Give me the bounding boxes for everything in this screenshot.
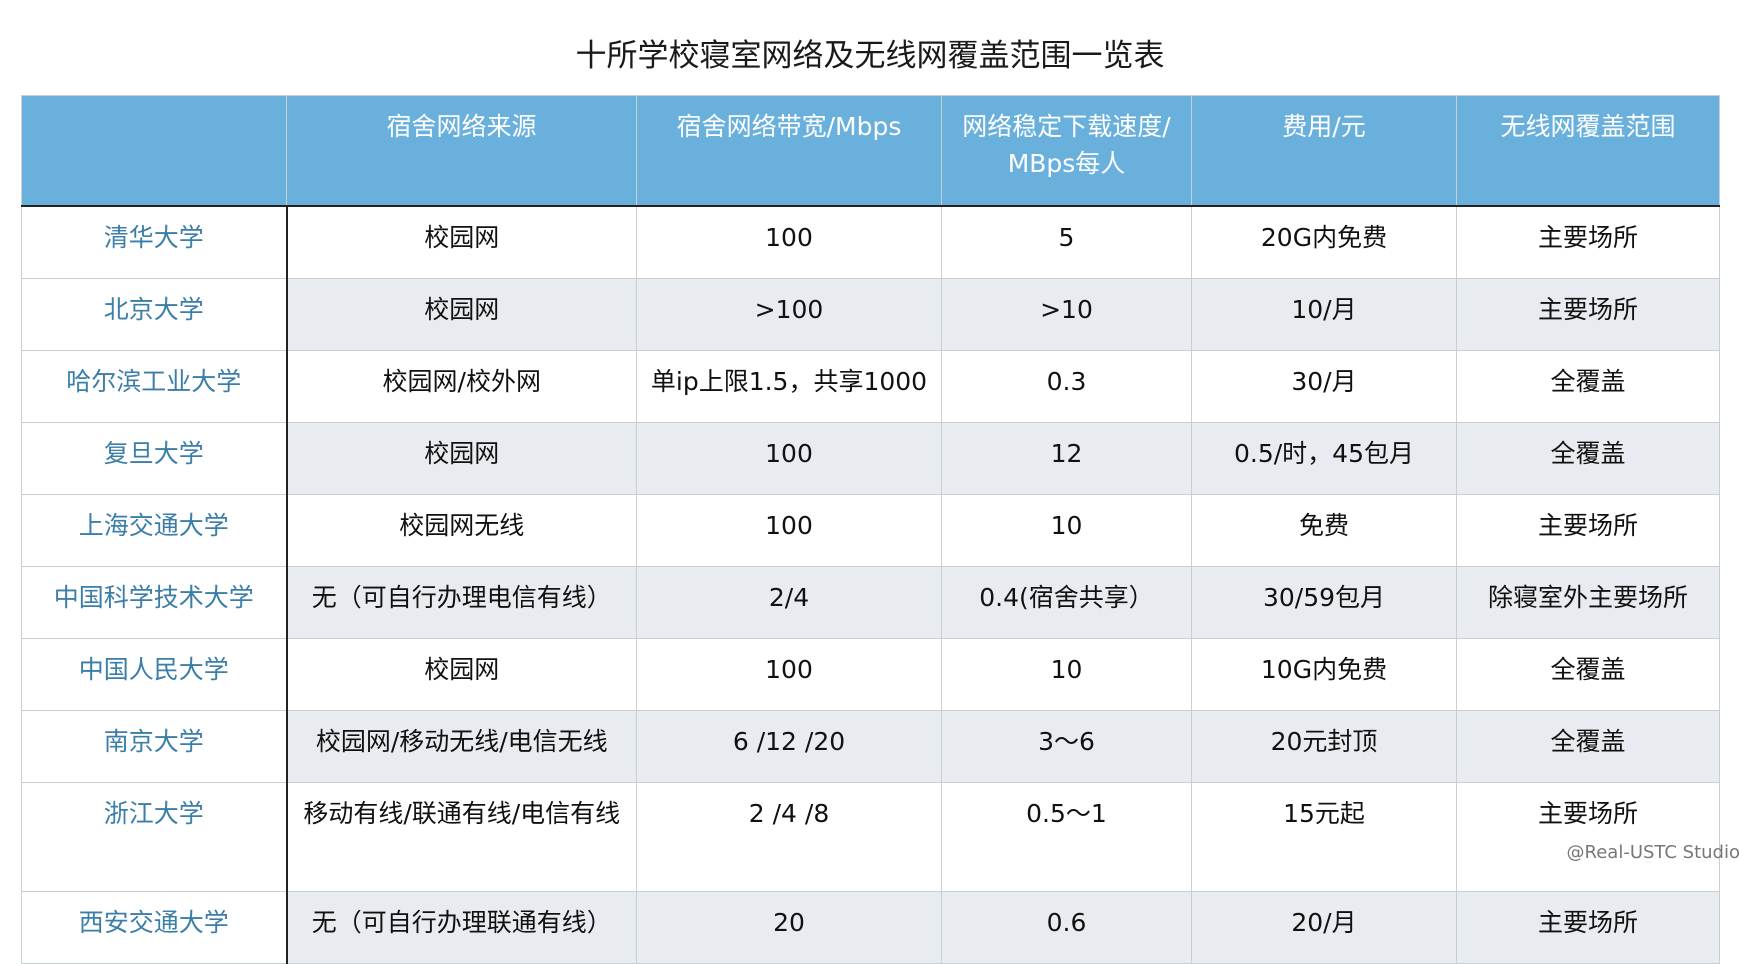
table-row: 清华大学 校园网 100 5 20G内免费 主要场所: [21, 205, 1720, 279]
table-cell: 6 /12 /20: [636, 710, 942, 783]
table-cell: 2/4: [636, 566, 942, 639]
school-name-cell: 上海交通大学: [21, 494, 288, 567]
table-cell: 12: [941, 422, 1192, 495]
column-header: 网络稳定下载速度/MBps每人: [941, 95, 1192, 207]
table-cell: 无（可自行办理联通有线）: [286, 891, 637, 964]
column-header: [21, 95, 287, 207]
school-name-cell: 南京大学: [21, 710, 288, 783]
table-header: 宿舍网络来源 宿舍网络带宽/Mbps 网络稳定下载速度/MBps每人 费用/元 无线网覆…: [21, 95, 1720, 207]
table-cell: 3～6: [941, 710, 1192, 783]
table-cell: 无（可自行办理电信有线）: [286, 566, 637, 639]
school-name-cell: 北京大学: [21, 278, 288, 351]
table-cell: 全覆盖: [1456, 422, 1720, 495]
column-header: 无线网覆盖范围: [1456, 95, 1720, 207]
table-cell: 除寝室外主要场所: [1456, 566, 1720, 639]
table-cell: 100: [636, 638, 942, 711]
school-name-cell: 哈尔滨工业大学: [21, 350, 288, 423]
table-cell: 全覆盖: [1456, 638, 1720, 711]
table-cell: 校园网无线: [286, 494, 637, 567]
school-name-cell: 复旦大学: [21, 422, 288, 495]
table-cell: 校园网/移动无线/电信无线: [286, 710, 637, 783]
table-row: 西安交通大学 无（可自行办理联通有线） 20 0.6 20/月 主要场所: [21, 891, 1720, 964]
table-cell: 0.5/时，45包月: [1191, 422, 1457, 495]
comparison-table: 宿舍网络来源 宿舍网络带宽/Mbps 网络稳定下载速度/MBps每人 费用/元 无线网覆…: [21, 95, 1720, 964]
table-cell: 30/59包月: [1191, 566, 1457, 639]
table-cell: >10: [941, 278, 1192, 351]
table-cell: 10G内免费: [1191, 638, 1457, 711]
school-name-cell: 浙江大学: [21, 782, 288, 892]
table-cell: 0.6: [941, 891, 1192, 964]
table-body: 清华大学 校园网 100 5 20G内免费 主要场所 北京大学 校园网 >100 >10 10/月主…: [21, 205, 1720, 964]
table-cell: >100: [636, 278, 942, 351]
table-row: 中国科学技术大学 无（可自行办理电信有线） 2/4 0.4(宿舍共享） 30/59包月除…: [21, 566, 1720, 639]
table-cell: 校园网: [286, 205, 637, 279]
table-cell: 100: [636, 205, 942, 279]
table-cell: 30/月: [1191, 350, 1457, 423]
table-row: 哈尔滨工业大学 校园网/校外网 单ip上限1.5，共享1000 0.3 30/月 全覆盖: [21, 350, 1720, 423]
table-cell: 2 /4 /8: [636, 782, 942, 892]
table-cell: 主要场所: [1456, 494, 1720, 567]
column-header: 宿舍网络来源: [286, 95, 637, 207]
table-row: 上海交通大学 校园网无线 100 10 免费 主要场所: [21, 494, 1720, 567]
table-cell: 主要场所: [1456, 782, 1720, 892]
school-name-cell: 中国科学技术大学: [21, 566, 288, 639]
table-cell: 10: [941, 494, 1192, 567]
table-cell: 10/月: [1191, 278, 1457, 351]
table-cell: 全覆盖: [1456, 350, 1720, 423]
table-cell: 校园网: [286, 638, 637, 711]
table-cell: 主要场所: [1456, 278, 1720, 351]
table-cell: 20/月: [1191, 891, 1457, 964]
table-cell: 免费: [1191, 494, 1457, 567]
table-cell: 10: [941, 638, 1192, 711]
school-name-cell: 清华大学: [21, 205, 288, 279]
table-row: 中国人民大学 校园网 100 10 10G内免费 全覆盖: [21, 638, 1720, 711]
table-cell: 0.5～1: [941, 782, 1192, 892]
table-cell: 主要场所: [1456, 205, 1720, 279]
table-cell: 20G内免费: [1191, 205, 1457, 279]
table-cell: 100: [636, 494, 942, 567]
table-cell: 全覆盖: [1456, 710, 1720, 783]
table-cell: 100: [636, 422, 942, 495]
table-cell: 20元封顶: [1191, 710, 1457, 783]
column-header: 宿舍网络带宽/Mbps: [636, 95, 942, 207]
table-cell: 校园网: [286, 278, 637, 351]
school-name-cell: 中国人民大学: [21, 638, 288, 711]
school-name-cell: 西安交通大学: [21, 891, 288, 964]
table-cell: 0.3: [941, 350, 1192, 423]
table-cell: 5: [941, 205, 1192, 279]
table-cell: 校园网: [286, 422, 637, 495]
table-row: 浙江大学 移动有线/联通有线/电信有线 2 /4 /8 0.5～1 15元起 主要场所: [21, 782, 1720, 892]
page-title: 十所学校寝室网络及无线网覆盖范围一览表: [575, 38, 1165, 74]
table-cell: 15元起: [1191, 782, 1457, 892]
credit-text: @Real-USTC Studio: [1566, 842, 1740, 863]
table-cell: 移动有线/联通有线/电信有线: [286, 782, 637, 892]
table-row: 北京大学 校园网 >100 >10 10/月 主要场所: [21, 278, 1720, 351]
table-cell: 主要场所: [1456, 891, 1720, 964]
table-row: 复旦大学 校园网 100 12 0.5/时，45包月 全覆盖: [21, 422, 1720, 495]
header-row: 宿舍网络来源 宿舍网络带宽/Mbps 网络稳定下载速度/MBps每人 费用/元 无线网覆…: [21, 95, 1720, 207]
table-cell: 单ip上限1.5，共享1000: [636, 350, 942, 423]
table-cell: 20: [636, 891, 942, 964]
table-cell: 校园网/校外网: [286, 350, 637, 423]
column-header: 费用/元: [1191, 95, 1457, 207]
table-cell: 0.4(宿舍共享）: [941, 566, 1192, 639]
table-row: 南京大学 校园网/移动无线/电信无线 6 /12 /20 3～6 20元封顶 全覆盖: [21, 710, 1720, 783]
